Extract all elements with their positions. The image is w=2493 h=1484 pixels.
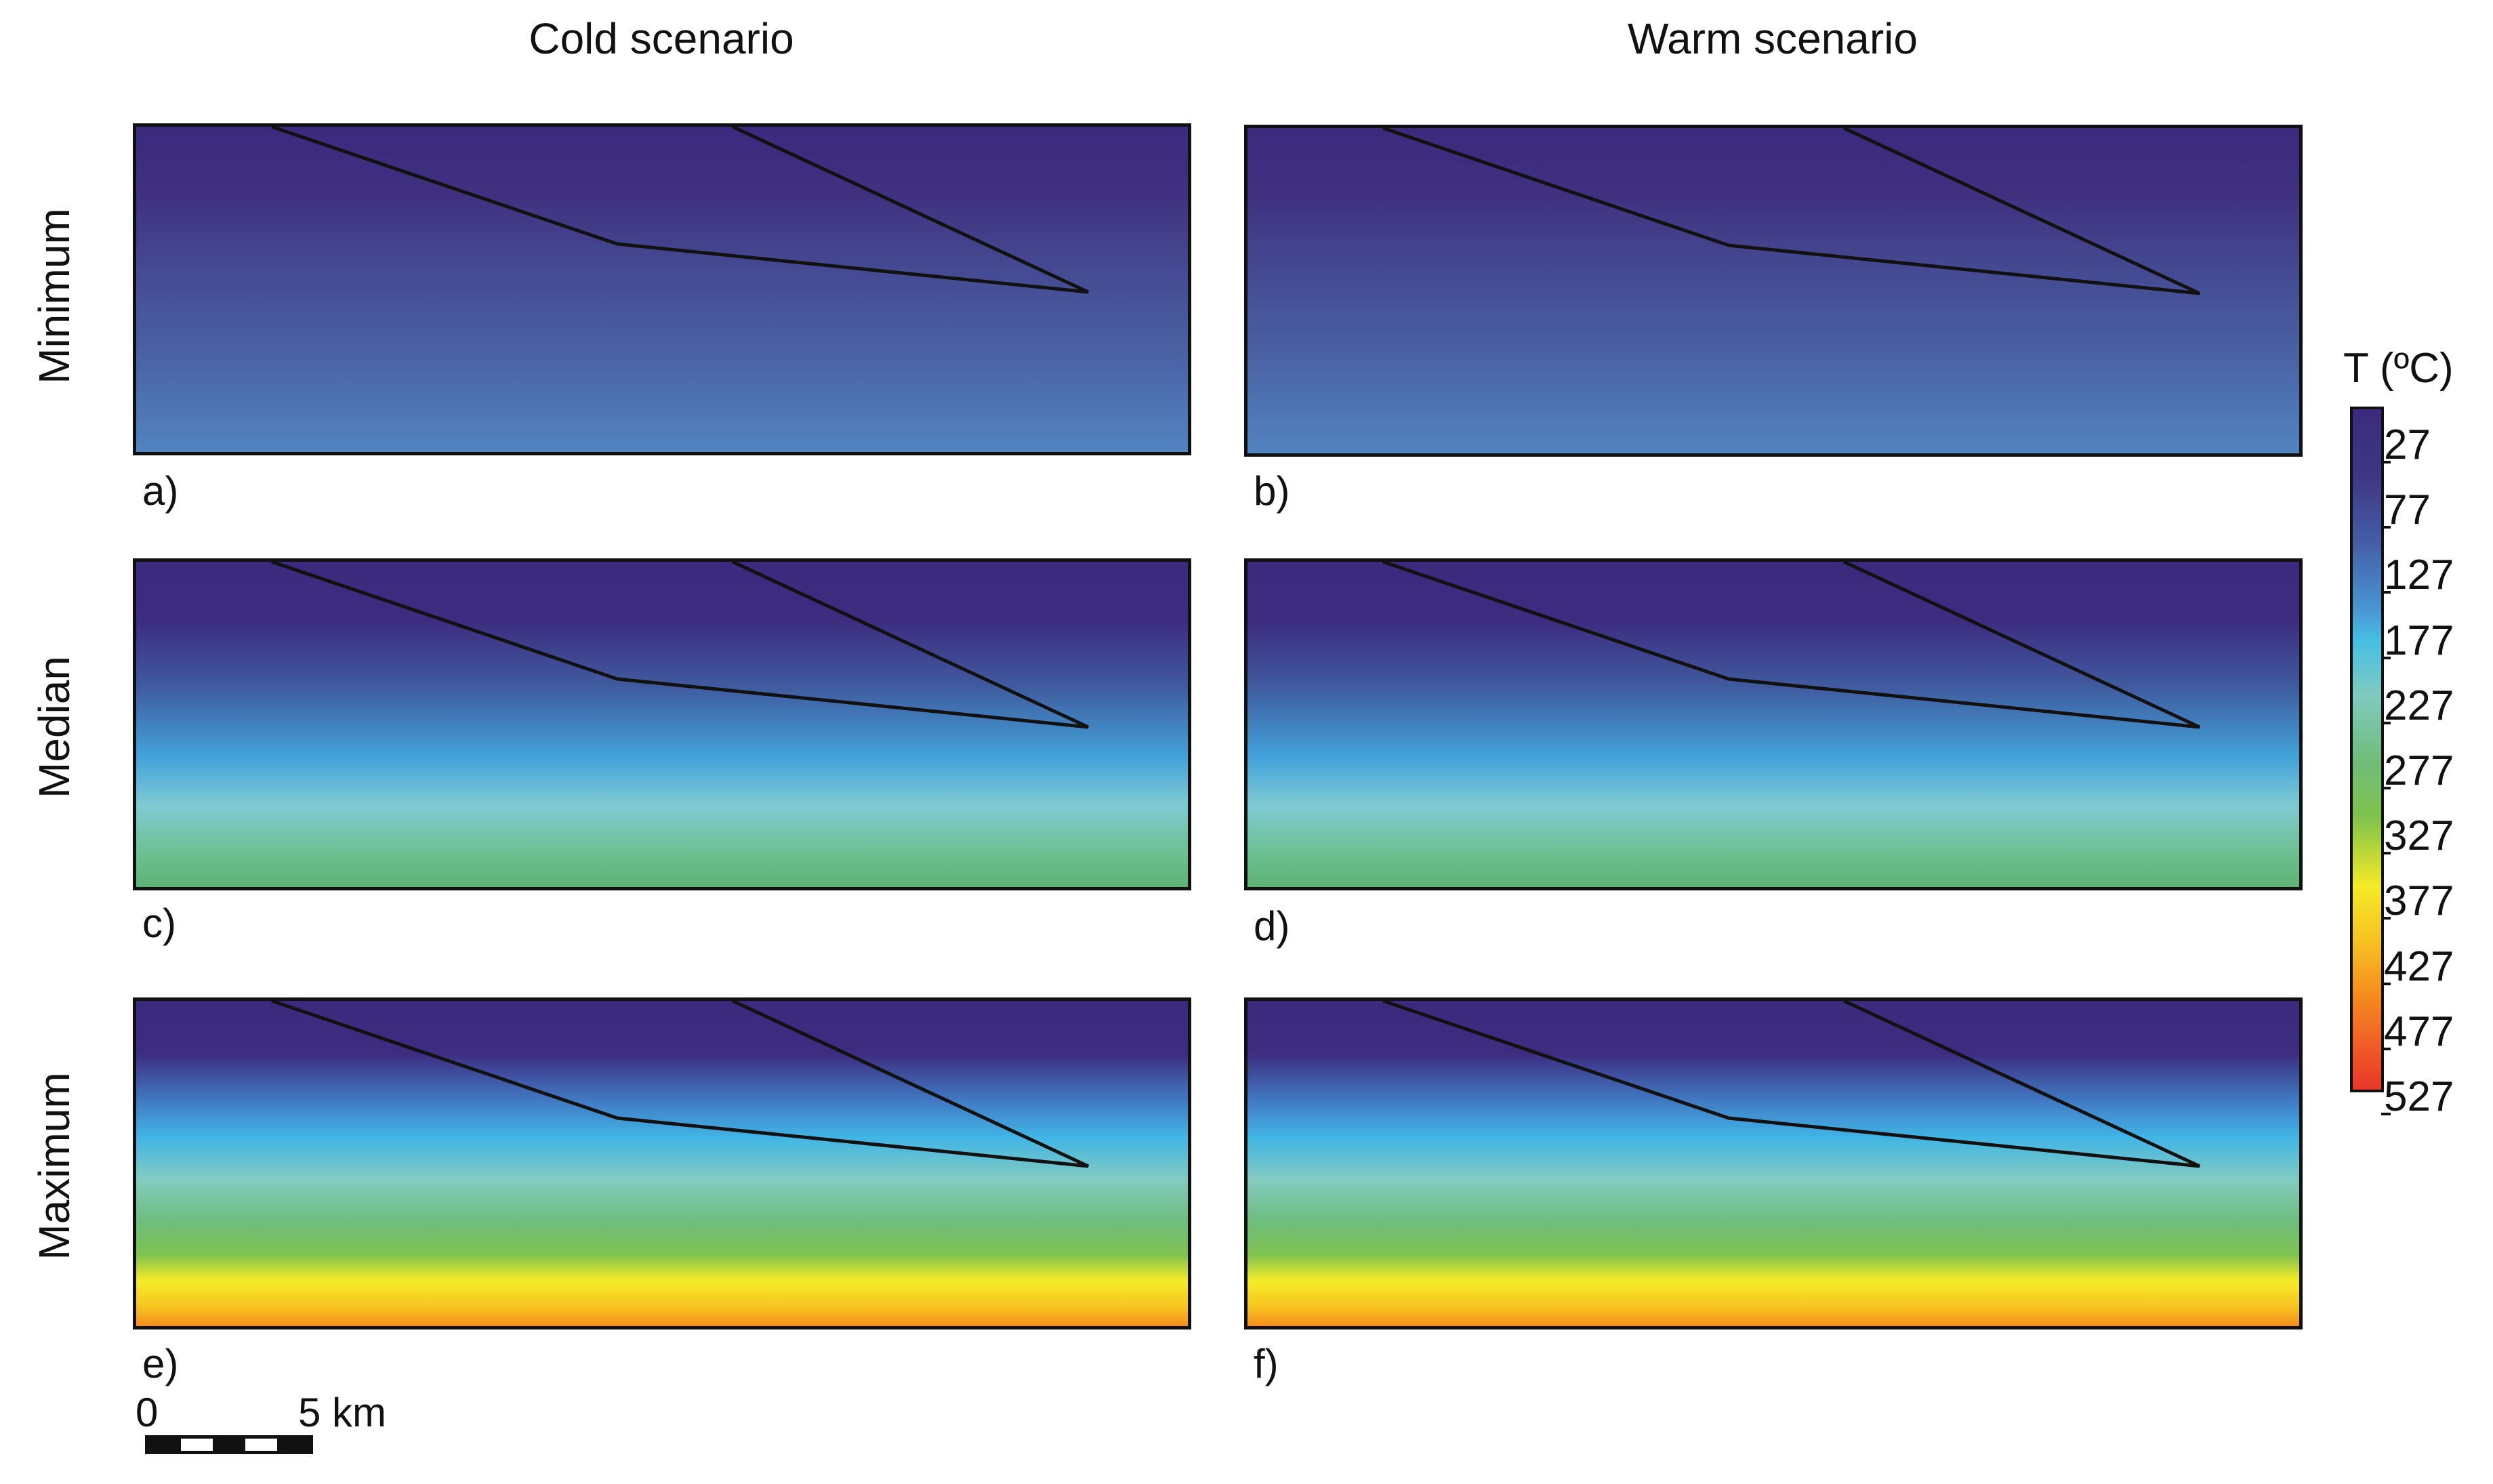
legend-tick-label: 77	[2384, 487, 2431, 534]
legend-tick-label: 127	[2384, 552, 2454, 599]
column-title-cold: Cold scenario	[529, 14, 794, 63]
legend-tick	[2381, 917, 2391, 920]
panel-a	[133, 123, 1191, 455]
panel-f	[1244, 997, 2303, 1330]
legend-tick-label: 277	[2384, 747, 2454, 794]
wedge-outline	[1382, 1001, 2201, 1168]
legend-tick	[2381, 461, 2391, 463]
panel-label-d: d)	[1254, 903, 1290, 949]
legend-tick-label: 377	[2384, 878, 2454, 925]
legend-tick	[2381, 656, 2391, 659]
panel-label-e: e)	[142, 1341, 179, 1386]
legend-tick	[2381, 721, 2391, 724]
legend-tick	[2381, 1113, 2391, 1115]
legend-tick	[2381, 591, 2391, 594]
panel-d	[1244, 558, 2303, 890]
legend-tick-label: 27	[2384, 421, 2431, 468]
scale-bar	[145, 1435, 313, 1454]
wedge-outline	[271, 1001, 1090, 1168]
row-label-median: Median	[30, 656, 79, 798]
wedge-outline	[271, 127, 1090, 294]
row-label-minimum: Minimum	[30, 208, 79, 384]
legend-tick-label: 227	[2384, 682, 2454, 729]
legend-tick	[2381, 1047, 2391, 1050]
legend-title: T (ºC)	[2343, 345, 2454, 392]
legend-tick	[2381, 982, 2391, 985]
wedge-outline	[1382, 562, 2201, 729]
panel-label-f: f)	[1254, 1341, 1279, 1386]
legend-tick-label: 527	[2384, 1073, 2454, 1120]
legend-tick	[2381, 852, 2391, 855]
row-label-maximum: Maximum	[30, 1072, 79, 1260]
scale-label-start: 0	[136, 1390, 159, 1435]
legend-tick	[2381, 526, 2391, 529]
panel-label-a: a)	[142, 468, 179, 514]
scale-label-end: 5 km	[298, 1390, 387, 1435]
legend-colorbar	[2350, 407, 2384, 1092]
legend-tick-label: 177	[2384, 617, 2454, 664]
panel-b	[1244, 125, 2303, 457]
legend-tick	[2381, 787, 2391, 789]
wedge-outline	[1382, 128, 2201, 295]
legend-tick-label: 327	[2384, 812, 2454, 860]
legend-tick-label: 427	[2384, 943, 2454, 990]
wedge-outline	[271, 562, 1090, 729]
panel-e	[133, 997, 1191, 1330]
panel-label-b: b)	[1254, 468, 1290, 514]
panel-c	[133, 558, 1191, 890]
legend-tick-label: 477	[2384, 1008, 2454, 1055]
column-title-warm: Warm scenario	[1628, 14, 1918, 63]
panel-label-c: c)	[142, 901, 176, 946]
